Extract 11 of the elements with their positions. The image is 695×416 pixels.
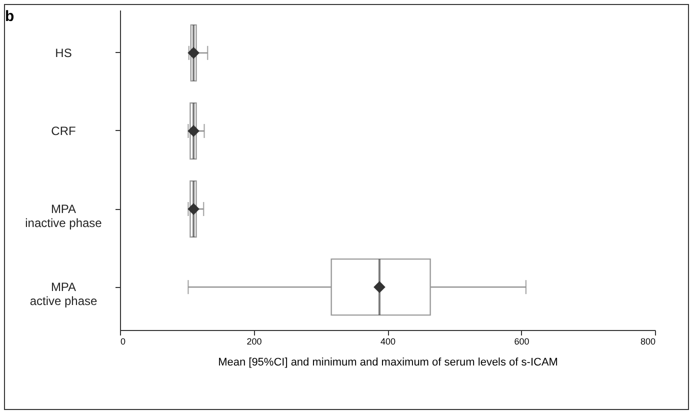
x-tick-label: 400 — [380, 336, 396, 346]
chart-title: b — [5, 8, 14, 25]
x-axis-title: Mean [95%CI] and minimum and maximum of serum levels of s-ICAM — [218, 356, 558, 368]
x-tick-label: 800 — [640, 336, 656, 346]
x-tick-label: 200 — [246, 336, 262, 346]
y-tick-label: CRF — [51, 124, 76, 138]
y-tick-label: MPA inactive phase — [25, 202, 102, 230]
x-tick-label: 0 — [120, 336, 126, 346]
x-tick-label: 600 — [514, 336, 530, 346]
y-tick-label: MPA active phase — [30, 280, 98, 308]
y-tick-label: HS — [55, 46, 72, 60]
